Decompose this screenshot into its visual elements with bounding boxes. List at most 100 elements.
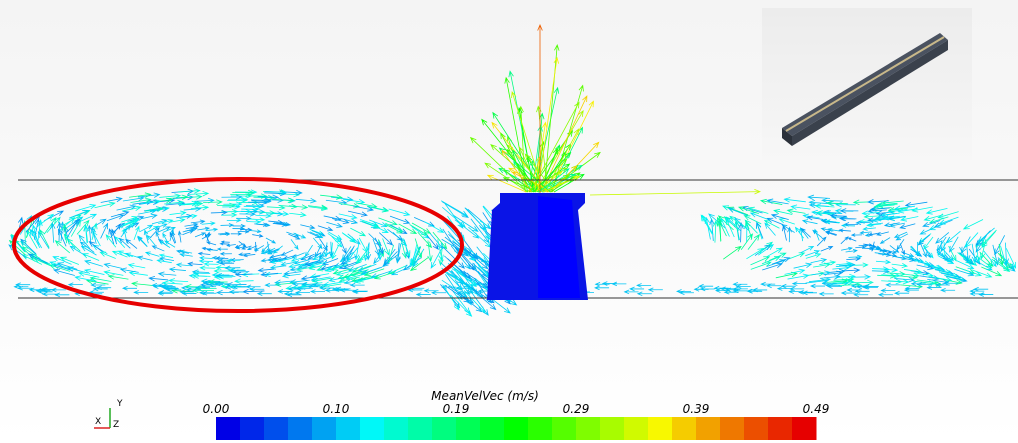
flow-arrow [346, 247, 358, 262]
flow-arrow [347, 210, 368, 217]
flow-arrow [226, 243, 236, 247]
flow-arrow [194, 232, 206, 238]
flow-arrow [139, 224, 154, 233]
colorbar-cell [504, 417, 529, 440]
flow-arrow [232, 223, 246, 229]
flow-arrow [83, 224, 89, 243]
flow-arrow [698, 283, 714, 289]
flow-arrow [345, 273, 367, 280]
flow-arrow [904, 201, 928, 208]
flow-arrow [350, 227, 367, 237]
flow-arrow [723, 245, 742, 260]
flow-arrow [877, 273, 897, 279]
flow-arrow [219, 251, 232, 256]
flow-arrow [961, 254, 978, 266]
flow-arrow [863, 213, 881, 220]
flow-arrow [85, 278, 109, 285]
flow-arrow [937, 211, 959, 219]
flow-arrow [867, 232, 880, 237]
flow-arrow [246, 219, 262, 225]
flow-arrow [117, 250, 134, 258]
flow-arrow [175, 262, 192, 268]
flow-arrow [265, 237, 277, 244]
flow-arrow [773, 208, 793, 215]
colorbar-cell [240, 417, 265, 440]
flow-arrow [278, 203, 298, 210]
flow-arrow [861, 210, 880, 216]
flow-arrow [177, 230, 182, 243]
flow-arrow [231, 284, 247, 290]
flow-arrow [400, 239, 408, 259]
flow-arrow [889, 245, 900, 253]
flow-arrow [256, 291, 272, 296]
flow-arrow [846, 287, 862, 293]
flow-arrow [818, 291, 834, 297]
flow-arrow [249, 229, 262, 234]
flow-arrow [732, 286, 748, 292]
flow-arrow [821, 219, 837, 224]
flow-arrow [177, 188, 201, 194]
flow-arrow [274, 279, 295, 285]
colorbar-tick-label: 0.10 [323, 402, 350, 416]
flow-arrow [54, 240, 71, 254]
flow-arrow [307, 284, 323, 290]
flow-arrow [83, 268, 105, 275]
flow-arrow [372, 238, 380, 257]
flow-arrow [273, 197, 295, 203]
flow-arrow [825, 283, 841, 288]
flow-arrow [840, 223, 856, 228]
flow-arrow [810, 270, 832, 276]
flow-arrow [156, 258, 172, 264]
flow-arrow [289, 211, 307, 218]
flow-arrow [183, 206, 202, 212]
flow-arrow [893, 231, 908, 238]
flow-arrow [120, 224, 131, 238]
flow-arrow [740, 233, 754, 250]
colorbar-cell [528, 417, 553, 440]
flow-arrow [125, 238, 138, 249]
flow-arrow [867, 199, 890, 205]
flow-arrow [855, 220, 871, 226]
flow-arrow [52, 256, 72, 265]
flow-arrow [119, 267, 139, 273]
flow-field [8, 23, 1017, 317]
flow-arrow [959, 246, 969, 264]
colorbar-cell [600, 417, 625, 440]
flow-arrow [90, 226, 97, 244]
flow-arrow [900, 272, 920, 278]
flow-arrow [205, 227, 219, 232]
flow-arrow [119, 220, 136, 228]
flow-arrow [215, 259, 231, 265]
flow-arrow [943, 281, 959, 286]
colorbar-tick-label: 0.39 [683, 402, 710, 416]
flow-arrow [465, 208, 488, 232]
flow-arrow [252, 234, 264, 238]
flow-arrow [39, 229, 50, 248]
flow-arrow [89, 276, 112, 282]
flow-arrow [228, 289, 244, 295]
flow-arrow [883, 222, 900, 228]
flow-arrow [369, 219, 388, 228]
flow-arrow [336, 269, 356, 277]
flow-arrow [382, 238, 390, 257]
flow-arrow [980, 229, 997, 246]
flow-arrow [378, 232, 394, 246]
flow-arrow [385, 222, 404, 232]
flow-arrow [884, 249, 897, 254]
flow-arrow [876, 201, 898, 208]
flow-arrow [241, 245, 252, 250]
flow-arrow [977, 227, 995, 243]
flow-arrow [723, 289, 739, 295]
flow-arrow [629, 286, 645, 292]
flow-arrow [506, 148, 536, 193]
flow-arrow [343, 278, 366, 285]
flow-arrow [756, 221, 764, 239]
flow-arrow [501, 149, 532, 193]
flow-arrow [409, 224, 429, 236]
flow-arrow [727, 207, 749, 217]
colorbar-cell [264, 417, 289, 440]
flow-arrow [75, 204, 97, 212]
flow-arrow [601, 281, 617, 286]
flow-arrow [136, 255, 153, 261]
